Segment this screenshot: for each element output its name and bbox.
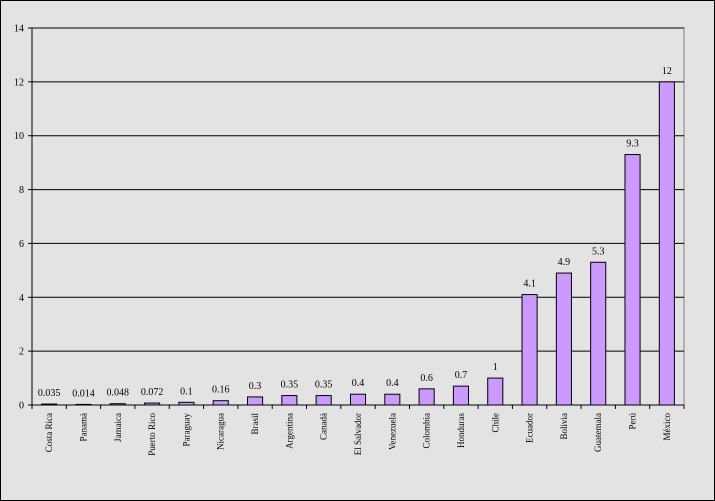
x-tick-label: Guatemala [593,413,603,452]
data-label: 0.014 [72,388,95,399]
bar-canad- [315,395,332,406]
data-label: 0.3 [249,381,262,392]
data-label: 0.35 [281,380,299,391]
data-label: 0.16 [212,385,230,396]
y-tick-label: 0 [19,401,24,412]
x-tick-label: Paraguay [181,413,191,447]
bar-venezuela [384,393,401,406]
bar-nicaragua [212,400,229,406]
x-tick-label: México [662,413,672,441]
bar-guatemala [590,261,607,406]
bar-honduras [452,385,469,406]
x-tick-label: Colombia [422,413,432,449]
data-label: 12 [662,66,672,77]
bars [41,81,675,406]
plot-area [31,27,685,406]
data-label: 0.6 [420,373,433,384]
x-axis: Costa Rica Panamá Jamaica Puerto Rico Paragu… [31,404,685,456]
data-label: 0.072 [141,387,164,398]
x-tick-label: El Salvador [353,413,363,455]
x-tick-label: Jamaica [113,413,123,442]
bar-m-xico [658,81,675,406]
y-tick-label: 2 [19,347,24,358]
data-label: 4.1 [523,279,536,290]
gridlines [32,27,684,352]
x-tick-label: Argentina [284,413,294,449]
x-tick-label: Chile [490,413,500,433]
x-tick-label: Puerto Rico [147,413,157,456]
data-label: 0.035 [38,388,61,399]
x-tick-label: Nicaragua [216,413,226,450]
data-label: 5.3 [592,246,605,257]
y-axis: 0 2 4 6 8 10 12 14 [14,24,33,412]
bar-brasil [247,396,264,406]
bar-ecuador [521,294,538,406]
x-tick-label: Ecuador [525,413,535,443]
y-tick-label: 8 [19,185,24,196]
data-label: 0.35 [315,380,333,391]
x-tick-label: Honduras [456,413,466,448]
bar-per- [624,154,641,406]
data-label: 1 [493,362,498,373]
y-tick-label: 12 [14,77,24,88]
bar-chile [487,377,504,406]
x-tick-label: Venezuela [387,413,397,450]
data-label: 0.4 [352,378,365,389]
y-tick-label: 10 [14,131,24,142]
x-tick-label: Perú [628,413,638,430]
x-tick-label: Brasil [250,413,260,435]
data-label: 0.4 [386,378,399,389]
bar-colombia [418,388,435,406]
x-tick-label: Panamá [78,413,88,442]
bar-bolivia [555,272,572,406]
x-tick-label: Costa Rica [44,413,54,452]
y-tick-label: 14 [14,24,24,35]
bar-argentina [281,395,298,406]
data-label: 4.9 [558,257,571,268]
data-label: 0.048 [107,388,130,399]
y-tick-label: 6 [19,239,24,250]
x-tick-label: Canadá [319,413,329,440]
y-tick-label: 4 [19,293,24,304]
data-label: 0.1 [180,386,193,397]
bar-el-salvador [349,393,367,406]
data-label: 9.3 [626,139,639,150]
data-labels: 0.035 0.014 0.048 0.072 0.1 0.16 0.3 0.35 0.35 0.… [38,66,672,400]
x-tick-label: Bolivia [559,413,569,440]
data-label: 0.7 [455,370,468,381]
